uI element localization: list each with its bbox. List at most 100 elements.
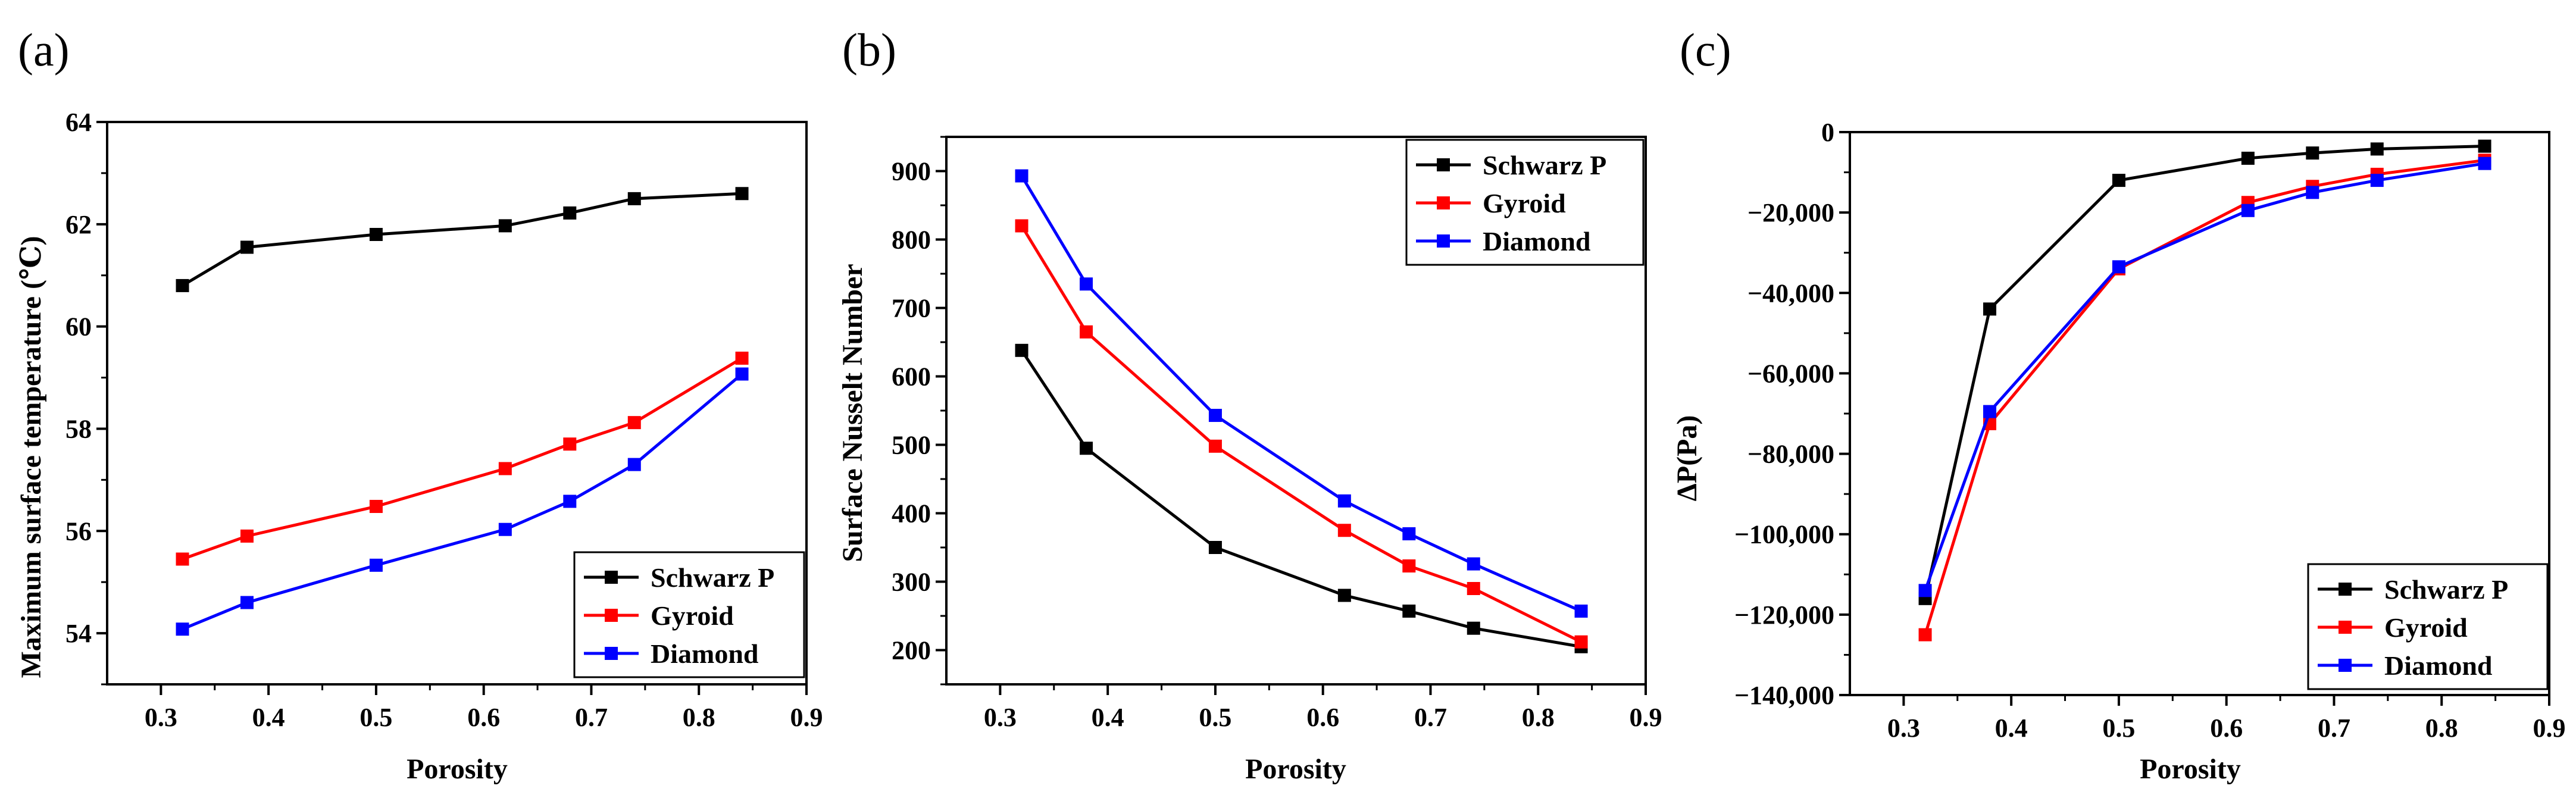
x-tick-label: 0.8 <box>1522 703 1555 732</box>
data-point-schwarz-p-a <box>627 192 641 205</box>
y-tick-label: 58 <box>65 414 92 443</box>
legend-label: Diamond <box>2384 650 2493 681</box>
data-point-schwarz-p-a <box>176 278 189 292</box>
y-tick-label: 300 <box>892 568 931 597</box>
data-point-schwarz-p-b <box>1015 343 1028 357</box>
legend-marker <box>1437 158 1450 171</box>
y-tick-label: 600 <box>892 362 931 392</box>
data-point-gyroid-b <box>1337 524 1351 537</box>
panel-label-a: (a) <box>18 24 70 76</box>
panel-b: (b) Surface Nusselt Number Porosity 0.3 0… <box>837 24 1662 785</box>
data-point-diamond-c <box>2112 260 2125 274</box>
x-tick-label: 0.8 <box>683 703 715 732</box>
x-tick-label: 0.4 <box>1995 713 2028 743</box>
y-tick-label: 800 <box>892 226 931 255</box>
legend-marker <box>605 609 618 622</box>
legend-label: Schwarz P <box>2384 574 2508 605</box>
legend-label: Gyroid <box>2384 612 2468 643</box>
data-point-schwarz-p-c <box>2241 151 2255 165</box>
data-point-gyroid-a <box>735 351 749 365</box>
data-point-diamond-b <box>1337 494 1351 508</box>
y-tick-label: 62 <box>65 210 92 239</box>
data-point-schwarz-p-c <box>2478 139 2491 153</box>
data-point-diamond-c <box>1918 584 1932 597</box>
data-point-schwarz-p-a <box>735 187 749 201</box>
series-line-schwarz-p-b <box>1020 349 1581 649</box>
legend-label: Schwarz P <box>651 562 774 593</box>
legend-label: Diamond <box>651 639 759 669</box>
data-point-gyroid-a <box>369 500 383 514</box>
x-tick-label: 0.9 <box>790 703 823 732</box>
data-point-gyroid-b <box>1080 325 1093 339</box>
y-axis-label-a: Maximum surface temperature (℃) <box>15 236 47 678</box>
data-point-gyroid-a <box>563 437 577 451</box>
x-tick-label: 0.3 <box>145 703 177 732</box>
x-tick-label: 0.7 <box>575 703 608 732</box>
x-tick-label: 0.4 <box>252 703 285 732</box>
data-point-diamond-c <box>2370 174 2384 187</box>
data-point-schwarz-p-c <box>2306 146 2319 160</box>
data-point-diamond-b <box>1015 169 1028 183</box>
y-tick-label: −20,000 <box>1747 198 1834 227</box>
legend-marker <box>2339 659 2352 672</box>
y-tick-label: 200 <box>892 636 931 665</box>
y-tick-label: −80,000 <box>1747 440 1834 469</box>
x-tick-label: 0.5 <box>1199 703 1231 732</box>
y-tick-label: 64 <box>65 108 92 137</box>
legend-label: Gyroid <box>1483 188 1566 218</box>
data-point-schwarz-p-a <box>498 219 512 233</box>
x-tick-label: 0.6 <box>2210 713 2243 743</box>
x-tick-label: 0.6 <box>467 703 500 732</box>
legend-label: Diamond <box>1483 226 1591 256</box>
data-point-schwarz-p-b <box>1208 541 1222 554</box>
data-point-gyroid-b <box>1467 582 1480 595</box>
data-point-gyroid-a <box>240 529 254 543</box>
series-line-diamond-c <box>1924 162 2485 592</box>
x-tick-label: 0.7 <box>2318 713 2350 743</box>
legend-marker <box>1437 234 1450 248</box>
data-point-gyroid-c <box>1918 628 1932 641</box>
x-tick-label: 0.5 <box>2102 713 2135 743</box>
data-point-diamond-c <box>2241 204 2255 217</box>
y-tick-label: 60 <box>65 312 92 342</box>
data-point-diamond-a <box>176 622 189 636</box>
x-tick-label: 0.3 <box>1887 713 1920 743</box>
legend-marker <box>1437 196 1450 209</box>
data-point-schwarz-p-a <box>369 228 383 241</box>
y-tick-label: −60,000 <box>1747 359 1834 388</box>
panel-label-c: (c) <box>1680 24 1731 76</box>
data-point-gyroid-b <box>1574 635 1588 649</box>
x-axis-label-b: Porosity <box>1245 753 1346 785</box>
data-point-schwarz-p-a <box>240 240 254 254</box>
data-point-gyroid-a <box>498 462 512 475</box>
data-point-schwarz-p-b <box>1402 604 1416 618</box>
y-tick-label: 700 <box>892 294 931 323</box>
y-tick-label: −140,000 <box>1734 681 1834 710</box>
y-tick-label: −40,000 <box>1747 278 1834 308</box>
data-point-gyroid-b <box>1402 559 1416 573</box>
y-tick-label: 0 <box>1821 118 1834 147</box>
y-axis-label-b: Surface Nusselt Number <box>837 264 868 562</box>
y-tick-label: 900 <box>892 157 931 186</box>
legend-label: Gyroid <box>651 600 734 631</box>
x-axis-label-a: Porosity <box>407 753 508 785</box>
legend-marker <box>605 571 618 584</box>
data-point-diamond-b <box>1080 277 1093 291</box>
x-tick-label: 0.7 <box>1414 703 1447 732</box>
y-tick-label: 54 <box>65 619 92 648</box>
data-point-diamond-b <box>1467 557 1480 571</box>
x-axis-label-c: Porosity <box>2140 753 2241 785</box>
panel-c: (c) ΔP(Pa) Porosity 0.3 0.4 0.5 0.6 0.7 0.8 0.… <box>1671 24 2566 785</box>
data-point-diamond-b <box>1402 527 1416 540</box>
data-point-gyroid-b <box>1015 219 1028 233</box>
y-axis-label-c: ΔP(Pa) <box>1671 415 1703 502</box>
legend-marker <box>2339 621 2352 634</box>
data-point-schwarz-p-c <box>1983 302 1996 316</box>
data-point-diamond-c <box>2306 186 2319 199</box>
series-line-schwarz-p-a <box>182 192 742 287</box>
data-point-diamond-b <box>1574 604 1588 618</box>
plot-frame-a <box>106 121 808 686</box>
data-point-schwarz-p-a <box>563 206 577 220</box>
series-line-schwarz-p-c <box>1924 145 2485 599</box>
